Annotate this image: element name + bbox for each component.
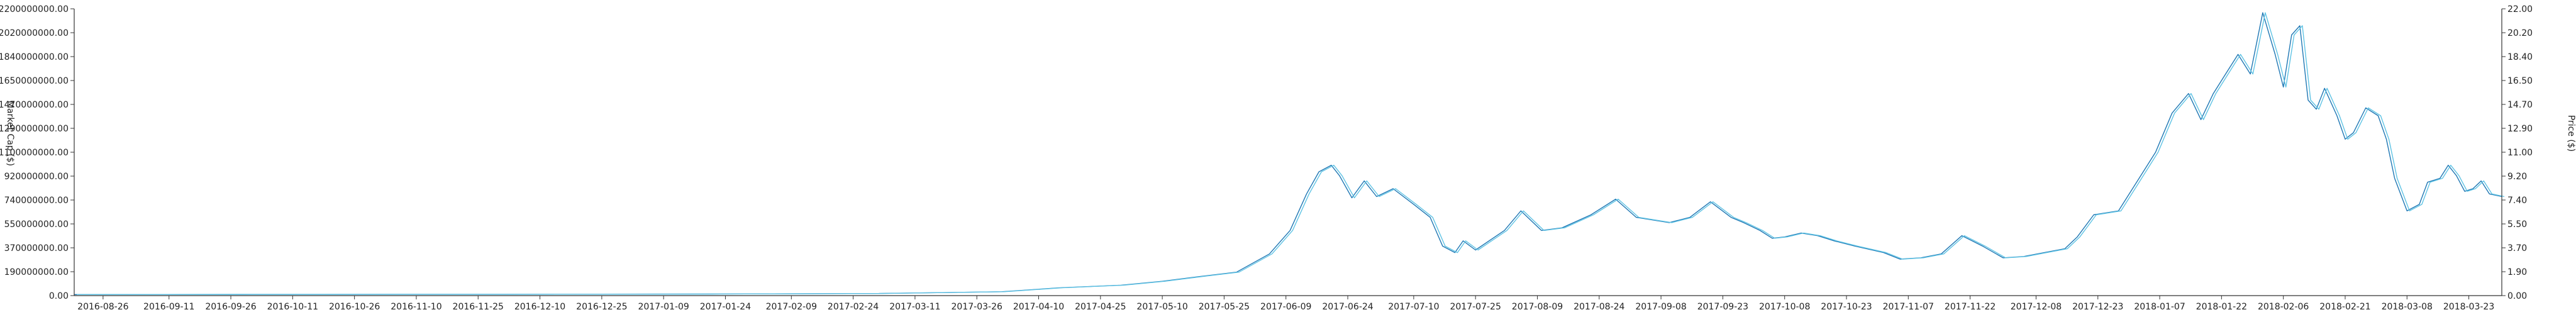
left-tick-label: 550000000.00	[4, 220, 69, 230]
right-tick-label: 22.00	[2507, 4, 2533, 14]
left-tick-label: 2200000000.00	[0, 4, 69, 14]
right-tick-label: 12.90	[2507, 124, 2533, 134]
x-tick-label: 2016-10-26	[329, 302, 380, 312]
x-tick-label: 2017-10-23	[1821, 302, 1872, 312]
right-tick-label: 0.00	[2507, 291, 2527, 301]
x-tick-label: 2017-04-25	[1075, 302, 1126, 312]
left-tick-label: 0.00	[49, 291, 69, 301]
left-tick-label: 740000000.00	[4, 196, 69, 206]
right-tick-label: 3.70	[2507, 243, 2527, 253]
x-tick-label: 2017-10-08	[1759, 302, 1810, 312]
x-tick-label: 2017-03-26	[952, 302, 1002, 312]
right-tick-label: 16.50	[2507, 76, 2533, 86]
right-tick-label: 5.50	[2507, 220, 2527, 230]
right-axis-ticks: 0.00 1.90 3.70 5.50 7.40 9.20 11.00 12.90 14.70 1…	[2502, 4, 2533, 301]
right-tick-label: 14.70	[2507, 100, 2533, 110]
right-tick-label: 9.20	[2507, 172, 2527, 182]
series-layer	[74, 12, 2505, 295]
right-tick-label: 20.20	[2507, 28, 2533, 38]
x-tick-label: 2016-08-26	[77, 302, 128, 312]
right-axis-label: Price ($)	[2566, 115, 2576, 152]
left-axis-ticks: 0.00 190000000.00 370000000.00 550000000.00…	[0, 4, 74, 301]
x-tick-label: 2017-04-10	[1013, 302, 1064, 312]
x-tick-label: 2017-12-23	[2072, 302, 2123, 312]
x-axis-ticks: 2016-08-26 2016-09-11 2016-09-26 2016-10-11…	[77, 296, 2494, 312]
x-tick-label: 2016-12-10	[514, 302, 565, 312]
left-tick-label: 1290000000.00	[0, 124, 69, 134]
x-tick-label: 2018-03-08	[2382, 302, 2433, 312]
x-tick-label: 2016-10-11	[267, 302, 318, 312]
right-tick-label: 18.40	[2507, 52, 2533, 62]
x-tick-label: 2017-06-09	[1260, 302, 1311, 312]
x-tick-label: 2018-03-23	[2443, 302, 2494, 312]
x-tick-label: 2016-11-25	[453, 302, 504, 312]
x-tick-label: 2017-02-09	[766, 302, 817, 312]
x-tick-label: 2017-06-24	[1322, 302, 1373, 312]
right-tick-label: 11.00	[2507, 148, 2533, 158]
x-tick-label: 2017-08-24	[1574, 302, 1624, 312]
x-tick-label: 2017-09-08	[1635, 302, 1686, 312]
x-tick-label: 2018-02-21	[2319, 302, 2370, 312]
x-tick-label: 2016-09-26	[205, 302, 256, 312]
x-tick-label: 2017-12-08	[2011, 302, 2062, 312]
x-tick-label: 2016-11-10	[391, 302, 441, 312]
x-tick-label: 2017-03-11	[889, 302, 940, 312]
series-line-market-cap	[74, 12, 2502, 295]
x-tick-label: 2018-02-06	[2258, 302, 2309, 312]
x-tick-label: 2017-09-23	[1697, 302, 1748, 312]
x-tick-label: 2017-05-10	[1136, 302, 1187, 312]
x-tick-label: 2017-05-25	[1199, 302, 1250, 312]
x-tick-label: 2017-08-09	[1512, 302, 1563, 312]
x-tick-label: 2017-02-24	[828, 302, 879, 312]
x-tick-label: 2018-01-22	[2196, 302, 2247, 312]
left-tick-label: 2020000000.00	[0, 28, 69, 38]
left-tick-label: 1470000000.00	[0, 100, 69, 110]
left-axis-label: Market Cap ($)	[5, 101, 15, 166]
x-tick-label: 2016-09-11	[143, 302, 194, 312]
left-tick-label: 1840000000.00	[0, 52, 69, 62]
x-tick-label: 2017-07-25	[1450, 302, 1501, 312]
right-tick-label: 1.90	[2507, 267, 2527, 277]
left-tick-label: 1650000000.00	[0, 76, 69, 86]
x-tick-label: 2016-12-25	[576, 302, 627, 312]
left-tick-label: 190000000.00	[4, 267, 69, 277]
x-tick-label: 2017-01-24	[700, 302, 751, 312]
left-tick-label: 1100000000.00	[0, 148, 69, 158]
x-tick-label: 2017-11-07	[1883, 302, 1934, 312]
x-tick-label: 2017-07-10	[1388, 302, 1439, 312]
right-tick-label: 7.40	[2507, 196, 2527, 206]
x-tick-label: 2017-11-22	[1945, 302, 1996, 312]
x-tick-label: 2018-01-07	[2134, 302, 2185, 312]
left-tick-label: 370000000.00	[4, 243, 69, 253]
series-line-price	[76, 12, 2505, 295]
left-tick-label: 920000000.00	[4, 172, 69, 182]
x-tick-label: 2017-01-09	[638, 302, 689, 312]
